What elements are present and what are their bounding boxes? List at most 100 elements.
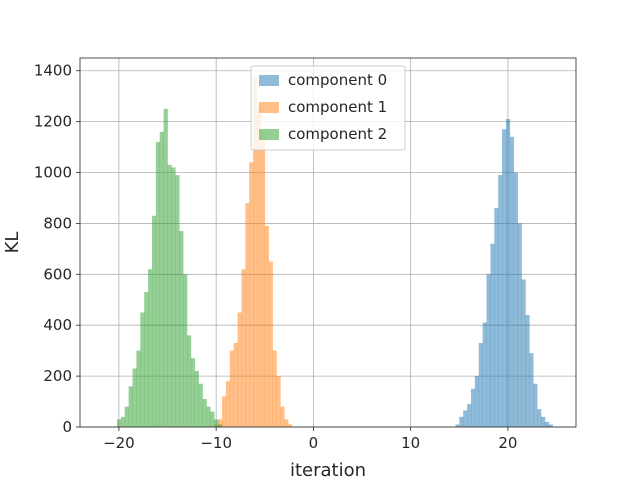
histogram-bar — [163, 108, 168, 428]
legend-swatch — [259, 75, 279, 86]
histogram-bar — [486, 274, 491, 427]
histogram-bar — [221, 396, 227, 427]
y-tick-label: 800 — [43, 214, 72, 232]
histogram-bar — [272, 350, 277, 427]
series-1 — [214, 75, 293, 428]
histogram-bar — [120, 416, 126, 427]
histogram-bar — [474, 376, 480, 427]
histogram-bar — [276, 376, 281, 427]
histogram-bar — [253, 75, 258, 428]
histogram-bar — [490, 243, 495, 427]
histogram-bar — [482, 322, 487, 427]
series-2 — [116, 108, 223, 428]
y-tick-label: 1400 — [34, 62, 72, 80]
histogram-bar — [233, 343, 238, 427]
x-tick-label: 10 — [401, 434, 420, 452]
histogram-bar — [206, 406, 211, 427]
y-tick-label: 1200 — [34, 113, 72, 131]
histogram-bar — [190, 358, 196, 427]
histogram-bar — [183, 274, 188, 427]
histogram-bar — [225, 381, 231, 427]
histogram-bar — [513, 172, 518, 427]
histogram-bar — [505, 119, 511, 427]
histogram-bar — [194, 371, 199, 427]
y-tick-label: 400 — [43, 316, 72, 334]
histogram-bar — [214, 419, 219, 427]
histogram-bar — [116, 419, 122, 427]
histogram-bar — [459, 416, 464, 427]
histogram-bars — [116, 75, 553, 428]
y-axis-ticks: 0 200 400 600 800 1000 1200 1400 — [34, 62, 80, 436]
histogram-bar — [136, 350, 141, 427]
legend: component 0 component 1 component 2 — [250, 65, 406, 151]
histogram-bar — [218, 424, 223, 427]
histogram-bar — [284, 419, 289, 427]
y-tick-label: 1000 — [34, 164, 72, 182]
histogram-bar — [186, 335, 192, 427]
histogram-bar — [260, 131, 266, 428]
legend-label: component 1 — [288, 98, 387, 116]
x-axis-label: iteration — [290, 460, 366, 480]
histogram-bar — [540, 416, 546, 427]
histogram-bar — [144, 292, 149, 427]
histogram-bar — [509, 136, 515, 427]
histogram-bar — [470, 388, 476, 427]
histogram-bar — [148, 269, 153, 427]
histogram-bar — [463, 410, 468, 427]
legend-box — [250, 65, 406, 151]
histogram-bar — [229, 350, 234, 427]
histogram-bar — [159, 131, 164, 428]
legend-swatch — [259, 102, 279, 113]
histogram-bar — [124, 406, 129, 427]
histogram-bar — [280, 406, 285, 427]
histogram-bar — [218, 419, 223, 427]
histogram-bar — [533, 383, 538, 427]
x-tick-label: 0 — [309, 434, 319, 452]
x-tick-label: 20 — [498, 434, 517, 452]
histogram-bar — [257, 106, 262, 428]
histogram-bar — [455, 424, 460, 427]
histogram-bar — [264, 225, 269, 427]
histogram-bar — [544, 421, 550, 427]
histogram-bar — [288, 424, 293, 427]
histogram-bar — [517, 223, 522, 427]
histogram-bar — [132, 368, 137, 427]
x-tick-label: −20 — [103, 434, 135, 452]
histogram-bar — [249, 162, 254, 427]
histogram-bar — [502, 129, 507, 427]
histogram-bar — [498, 175, 503, 427]
histogram-bar — [167, 164, 172, 427]
plot-frame — [79, 57, 577, 428]
histogram-bar — [140, 312, 145, 427]
histogram-bar — [521, 279, 526, 427]
histogram-bar — [245, 203, 250, 427]
histogram-bar — [478, 343, 483, 427]
histogram-bar — [268, 261, 273, 427]
histogram-bar — [529, 353, 534, 427]
y-tick-label: 600 — [43, 265, 72, 283]
histogram-bar — [151, 215, 157, 427]
histogram-bar — [179, 231, 184, 427]
histogram-bar — [155, 141, 161, 427]
series-0 — [455, 119, 553, 427]
histogram-bar — [128, 386, 133, 427]
histogram-bar — [525, 315, 530, 427]
legend-label: component 0 — [288, 71, 387, 89]
histogram-bar — [198, 383, 203, 427]
histogram-bar — [537, 409, 542, 427]
histogram-bar — [548, 424, 553, 427]
histogram-bar — [494, 208, 499, 427]
histogram-bar — [171, 167, 176, 427]
histogram-bar — [241, 269, 246, 427]
histogram-bar — [210, 411, 215, 427]
y-tick-label: 200 — [43, 367, 72, 385]
y-tick-label: 0 — [62, 418, 72, 436]
histogram-bar — [237, 312, 242, 427]
histogram-bar — [467, 404, 472, 427]
x-axis-ticks: −20 −10 0 10 20 — [103, 427, 517, 452]
histogram-bar — [175, 175, 180, 427]
histogram-bar — [202, 399, 207, 427]
legend-label: component 2 — [288, 125, 387, 143]
legend-swatch — [259, 129, 279, 140]
